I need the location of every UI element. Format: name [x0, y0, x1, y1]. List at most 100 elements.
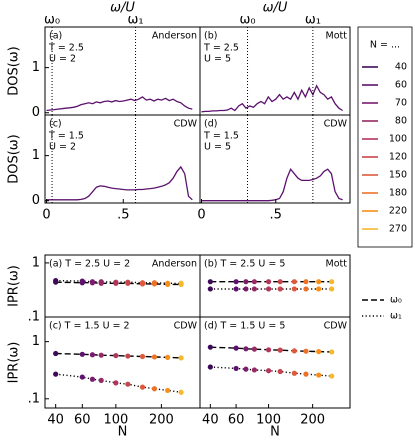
- ipr-point: [53, 371, 59, 377]
- panel-frame: [199, 114, 351, 204]
- legend-label: 70: [395, 98, 407, 109]
- ipr-point: [329, 279, 335, 285]
- fit-line: [55, 352, 182, 359]
- ipr-point: [125, 381, 131, 387]
- x-tick-label: 40: [47, 413, 64, 428]
- legend-label: 60: [395, 80, 407, 91]
- ipr-point: [207, 279, 213, 285]
- ipr-point: [265, 286, 272, 292]
- ipr-point: [79, 351, 85, 357]
- panel-label: (d): [204, 119, 217, 130]
- marker-label: ω₁: [305, 13, 321, 28]
- ipr-point: [329, 349, 335, 355]
- y-axis-title: IPR(ω): [7, 342, 22, 384]
- legend-label: ω₀: [390, 295, 402, 306]
- panel-plot: [207, 344, 335, 379]
- x-tick-label: 100: [103, 413, 128, 428]
- panel-plot: [46, 96, 193, 112]
- panel-tag: CDW: [174, 321, 198, 332]
- panel-note: U = 5: [204, 54, 231, 65]
- x-tick-label: 0: [42, 208, 50, 223]
- x-tick-label: 60: [228, 413, 245, 428]
- legend-label: 40: [395, 62, 407, 73]
- panel-tag: Anderson: [152, 31, 197, 42]
- x-axis-title: N: [270, 425, 280, 440]
- marker-label: ω₁: [127, 13, 143, 28]
- panel-note: U = 5: [204, 142, 231, 153]
- ipr-point: [265, 347, 272, 353]
- legend-label: 100: [389, 134, 407, 145]
- ipr-point: [139, 353, 146, 360]
- y-tick-label: .1: [28, 391, 40, 406]
- y-axis-title: DOS(ω): [7, 46, 22, 96]
- ipr-point: [151, 386, 158, 392]
- ipr-point: [165, 354, 171, 361]
- ipr-point: [98, 279, 104, 285]
- ipr-point: [303, 286, 309, 292]
- legend-label: 150: [389, 170, 407, 181]
- ipr-point: [233, 345, 239, 351]
- ipr-point: [277, 347, 283, 353]
- dos-curve: [46, 165, 193, 201]
- panel-plot: [53, 278, 184, 288]
- y-tick-label: 1: [32, 334, 40, 349]
- ipr-point: [233, 279, 239, 285]
- ipr-point: [316, 348, 322, 355]
- ipr-point: [113, 279, 119, 285]
- ipr-point: [79, 278, 85, 284]
- ipr-point: [277, 286, 283, 292]
- panel-plot: [46, 165, 193, 201]
- ipr-point: [265, 368, 272, 374]
- legend-label: 270: [389, 224, 407, 235]
- x-tick-label: 40: [202, 413, 219, 428]
- ipr-point: [53, 278, 59, 284]
- panel-label: (a): [49, 31, 62, 42]
- ipr-point: [233, 286, 239, 292]
- ipr-point: [113, 380, 119, 386]
- y-axis-title: DOS(ω): [7, 134, 22, 184]
- x-tick-label: 60: [74, 413, 91, 428]
- ipr-point: [291, 348, 297, 354]
- ipr-point: [291, 279, 297, 285]
- dos-curve: [201, 84, 343, 113]
- ipr-point: [329, 286, 335, 292]
- ipr-point: [277, 279, 283, 285]
- panel-label: (d) T = 1.5 U = 5: [204, 321, 285, 332]
- ipr-point: [89, 279, 96, 285]
- ipr-point: [139, 384, 146, 390]
- ipr-point: [303, 348, 309, 354]
- ipr-point: [243, 346, 249, 352]
- ipr-point: [125, 279, 131, 285]
- panel-label: (a) T = 2.5 U = 2: [49, 259, 130, 270]
- legend-label: 120: [389, 152, 407, 163]
- ipr-point: [243, 279, 249, 285]
- y-tick-label: 0: [32, 193, 40, 208]
- panel-tag: CDW: [324, 321, 348, 332]
- fit-line: [210, 346, 332, 353]
- panel-tag: CDW: [174, 119, 198, 130]
- x-tick-label: 100: [256, 413, 281, 428]
- panel-plot: [53, 350, 184, 395]
- panel-plot: [201, 167, 343, 202]
- ipr-point: [178, 355, 184, 361]
- panel-label: (c) T = 1.5 U = 2: [49, 321, 130, 332]
- x-tick-label: .5: [270, 208, 282, 223]
- ipr-point: [303, 371, 309, 377]
- panel-label: (c): [49, 119, 62, 130]
- panel-note: U = 2: [49, 54, 76, 65]
- dos-curve: [201, 167, 343, 202]
- legend-label: 80: [395, 116, 407, 127]
- ipr-point: [98, 352, 104, 358]
- y-tick-label: 1: [32, 60, 40, 75]
- x-axis-title: N: [118, 425, 128, 440]
- ipr-point: [265, 279, 272, 285]
- ipr-point: [243, 286, 249, 292]
- legend-label: 220: [389, 206, 407, 217]
- ipr-point: [251, 279, 257, 285]
- ipr-point: [125, 353, 131, 359]
- ipr-point: [139, 280, 146, 286]
- ipr-point: [98, 377, 104, 383]
- ipr-point: [277, 368, 283, 375]
- ipr-point: [89, 352, 96, 358]
